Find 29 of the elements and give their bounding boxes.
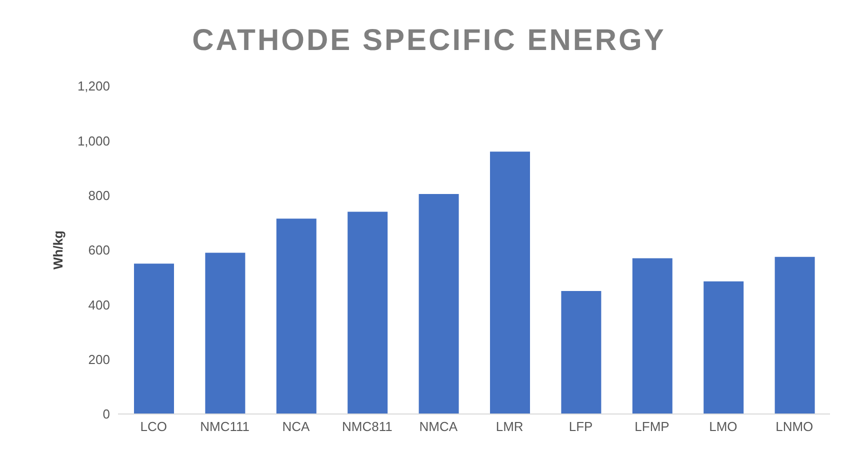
x-tick-label: LNMO [776,419,814,434]
bar [276,218,316,414]
bar [418,194,459,414]
bar [561,291,602,414]
y-tick-label: 0 [102,406,110,422]
bar [704,281,744,414]
bar [134,264,174,414]
x-tick-label: LMR [496,419,524,434]
bar [490,152,530,414]
x-tick-label: LMO [709,419,738,434]
bar [205,252,246,414]
y-tick-label: 1,000 [77,133,110,148]
y-axis-title: Wh/kg [50,230,66,270]
y-tick-label: 400 [88,297,110,312]
y-tick-label: 200 [88,352,110,367]
y-tick-label: 1,200 [77,78,110,94]
x-tick-label: NMCA [419,419,458,434]
x-tick-label: NMC811 [342,419,392,434]
x-tick-label: LCO [140,419,167,434]
x-tick-label: LFMP [634,419,670,434]
bar [348,212,388,414]
x-tick-label: NCA [282,419,310,434]
x-tick-label: NMC111 [200,419,250,434]
bar [632,258,672,414]
y-tick-label: 600 [88,242,110,258]
x-tick-label: LFP [568,419,593,434]
y-tick-label: 800 [88,188,110,203]
chart-title: CATHODE SPECIFIC ENERGY [191,23,667,59]
bar [774,256,815,414]
